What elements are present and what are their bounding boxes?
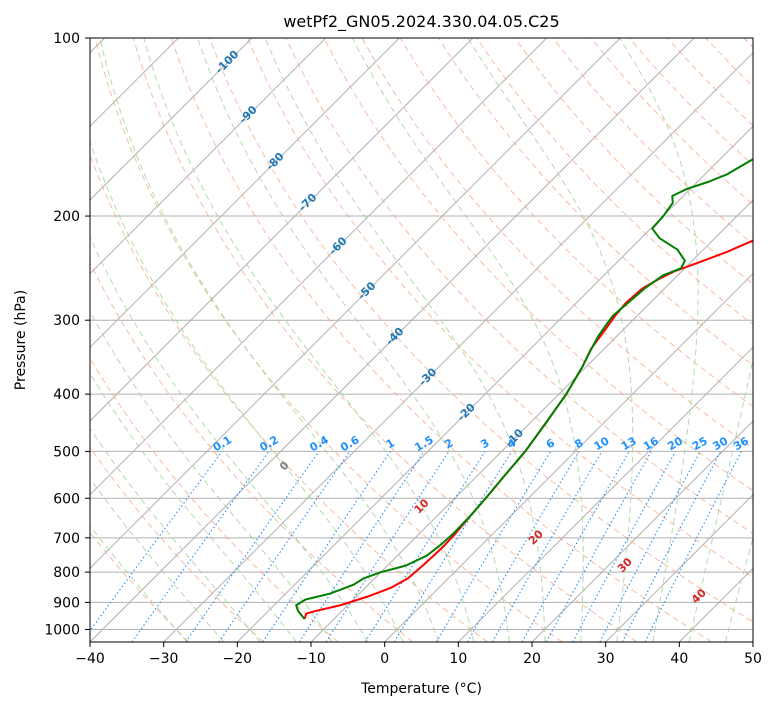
x-tick-label: −40 xyxy=(75,651,105,667)
x-tick-label: 20 xyxy=(523,651,541,667)
moist-adiabat-line xyxy=(143,38,475,642)
mixing-ratio-line xyxy=(393,451,513,642)
isotherm-line xyxy=(605,493,753,642)
x-tick-label: 50 xyxy=(744,651,762,667)
mixing-ratio-line xyxy=(131,451,270,642)
mixing-ratio-line xyxy=(572,451,677,642)
x-tick-label: 30 xyxy=(597,651,615,667)
moist-adiabat-line xyxy=(619,38,699,642)
y-tick-label: 300 xyxy=(53,313,80,329)
temperature-profile xyxy=(303,239,753,620)
mixing-ratio-line xyxy=(545,451,652,642)
moist-adiabat-line xyxy=(90,477,225,642)
moist-adiabat-line xyxy=(352,38,584,642)
mixing-ratio-line xyxy=(262,451,391,642)
y-tick-label: 900 xyxy=(53,595,80,611)
x-tick-label: −30 xyxy=(149,651,179,667)
moist-adiabat-line xyxy=(90,310,333,642)
y-tick-label: 700 xyxy=(53,531,80,547)
dry-adiabat-line xyxy=(94,38,563,642)
moist-adiabat-line xyxy=(90,140,404,642)
moist-adiabat-line xyxy=(264,38,546,642)
mixing-ratio-line xyxy=(644,451,742,642)
y-tick-label: 1000 xyxy=(44,622,80,638)
dry-adiabat-line xyxy=(476,38,753,326)
dry-adiabat-line xyxy=(247,38,753,578)
dry-adiabat-line xyxy=(132,38,638,642)
mixing-ratio-line xyxy=(185,451,320,642)
y-axis-title: Pressure (hPa) xyxy=(13,290,29,390)
mixing-ratio-line xyxy=(218,451,351,642)
moist-adiabat-line xyxy=(90,524,188,642)
dry-adiabat-line xyxy=(323,38,753,492)
moist-adiabat-line xyxy=(90,427,261,642)
axis-ticks: −40 −30 −20 −10 0 10 20 30 40 50 100 200 300 400 500 60… xyxy=(44,31,762,667)
mixing-ratio-line xyxy=(325,451,450,642)
dry-adiabat-line xyxy=(285,38,753,535)
mixing-ratio-line xyxy=(521,451,630,642)
isotherm-line xyxy=(90,38,695,642)
y-tick-label: 500 xyxy=(53,444,80,460)
isotherm-line xyxy=(90,38,621,570)
isotherm-line xyxy=(236,125,753,642)
plot-background xyxy=(90,38,753,642)
moist-adiabat-line xyxy=(725,535,753,642)
moist-adiabat-line xyxy=(90,235,369,642)
x-axis-title: Temperature (°C) xyxy=(360,681,482,697)
x-tick-label: 40 xyxy=(670,651,688,667)
y-tick-label: 600 xyxy=(53,491,80,507)
x-tick-label: 0 xyxy=(380,651,389,667)
isotherm-line xyxy=(90,38,400,349)
isotherm-line xyxy=(752,641,753,642)
plot-area xyxy=(90,38,753,642)
dry-adiabat-line xyxy=(514,38,753,285)
dry-adiabat-line xyxy=(90,261,414,642)
dry-adiabat-line xyxy=(90,357,339,642)
mixing-ratio-line xyxy=(298,451,425,642)
y-tick-label: 100 xyxy=(53,31,80,47)
moist-adiabat-line xyxy=(197,38,510,642)
dry-adiabat-line xyxy=(90,446,264,642)
isotherm-line xyxy=(531,420,753,642)
y-tick-label: 800 xyxy=(53,565,80,581)
mixing-ratio-line xyxy=(621,451,722,642)
isotherm-line xyxy=(90,38,327,275)
x-tick-label: −20 xyxy=(223,651,253,667)
dry-adiabat-line xyxy=(209,38,753,623)
y-tick-label: 400 xyxy=(53,387,80,403)
isotherm-line xyxy=(90,38,548,496)
isotherm-line xyxy=(457,346,753,642)
isotherm-line xyxy=(163,51,753,642)
dry-adiabat-line xyxy=(170,38,712,642)
chart-title: wetPf2_GN05.2024.330.04.05.C25 xyxy=(283,12,559,32)
x-tick-label: 10 xyxy=(449,651,467,667)
isotherm-line xyxy=(90,38,253,201)
mixing-ratio-line xyxy=(90,451,223,632)
isotherm-line xyxy=(384,272,753,642)
moist-adiabat-line xyxy=(688,356,753,642)
moist-adiabat-line xyxy=(99,38,439,642)
plot-frame xyxy=(89,37,754,643)
moist-adiabat-line xyxy=(90,372,297,642)
y-tick-label: 200 xyxy=(53,209,80,225)
dewpoint-profile xyxy=(295,158,753,620)
x-tick-label: −10 xyxy=(296,651,326,667)
isotherm-line xyxy=(90,38,474,422)
